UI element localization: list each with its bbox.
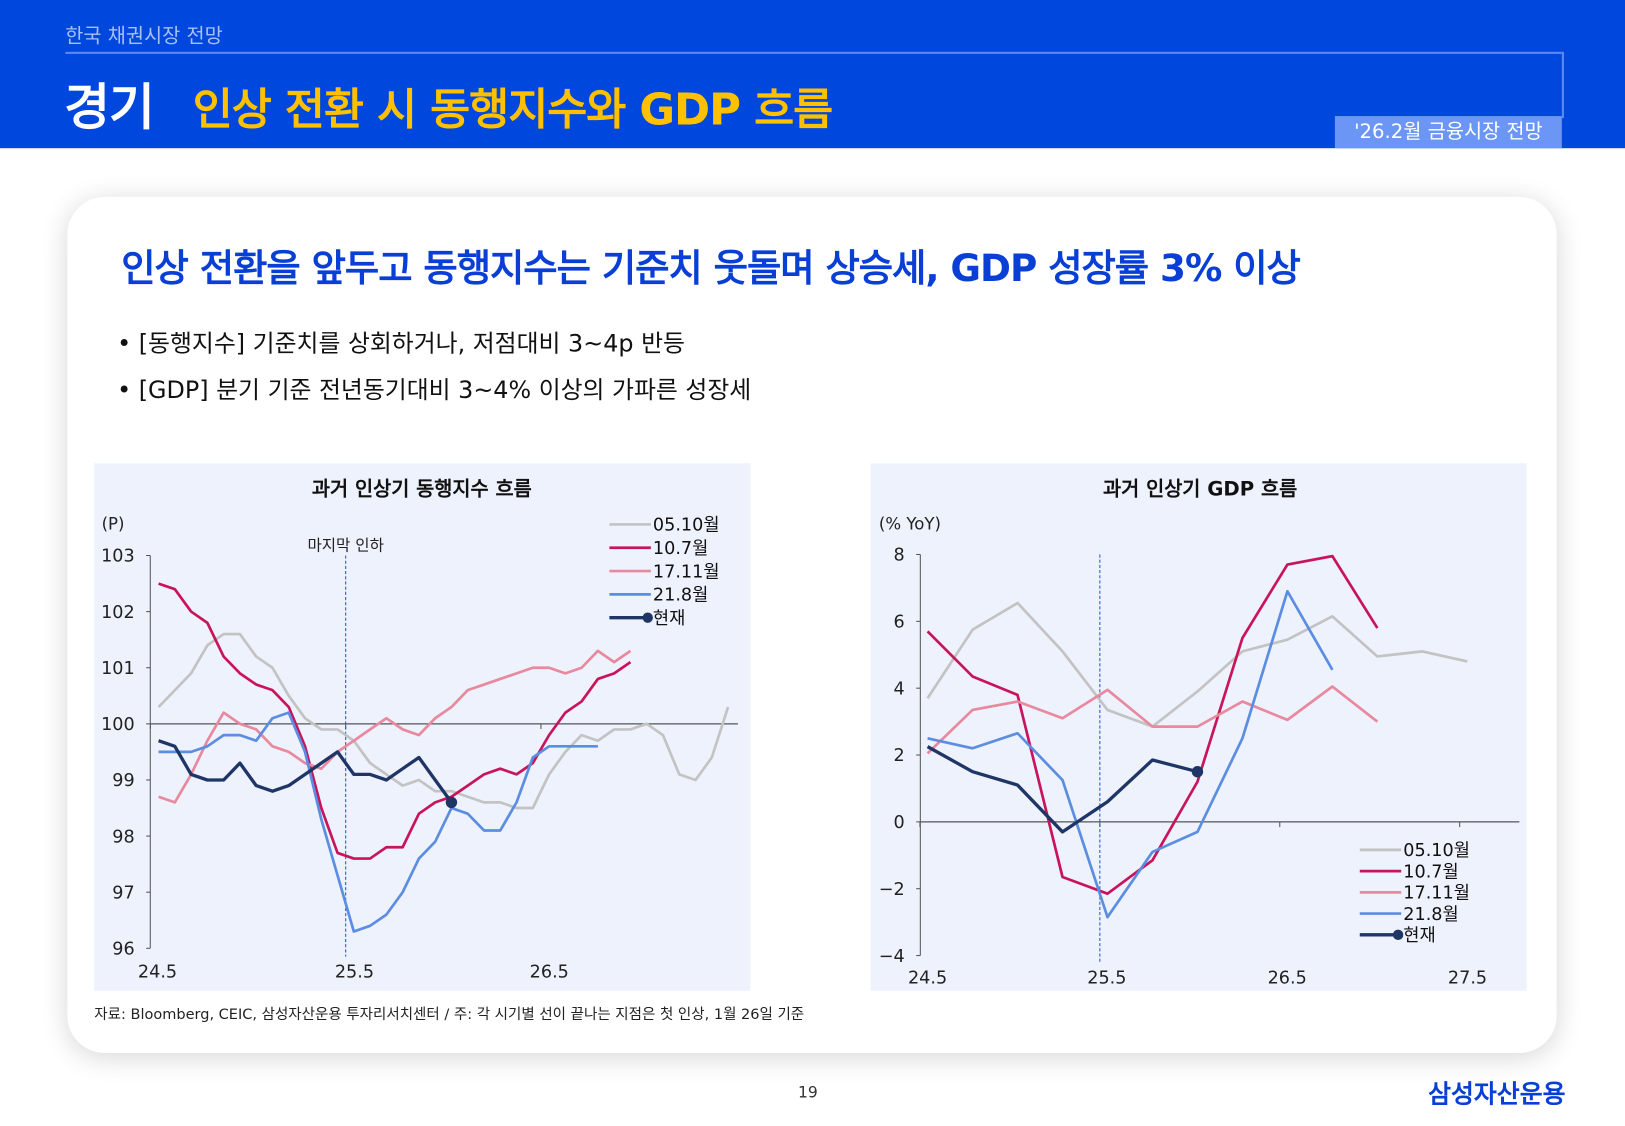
x-tick-label: 26.5 <box>1268 969 1307 989</box>
legend-label: 05.10월 <box>1403 841 1470 861</box>
y-tick-label: 99 <box>112 771 134 791</box>
chart-title: 과거 인상기 GDP 흐름 <box>1103 477 1297 500</box>
header-divider <box>65 51 1562 54</box>
y-tick-label: 96 <box>112 940 134 960</box>
series-line-21.8월 <box>927 589 1334 919</box>
y-tick-label: 98 <box>112 827 134 847</box>
chart-0: 과거 인상기 동행지수 흐름 (P) 96 97 98 99 100 101 102 103 24.… <box>101 477 738 982</box>
legend-label: 21.8월 <box>1403 905 1458 925</box>
x-tick-label: 24.5 <box>138 962 177 982</box>
y-tick-label: 103 <box>101 547 135 567</box>
legend-label: 05.10월 <box>653 516 720 536</box>
y-tick-label: 102 <box>101 603 135 623</box>
x-tick-label: 25.5 <box>335 962 374 982</box>
y-tick-label: 2 <box>894 746 905 766</box>
series-line-05.10월 <box>157 632 730 810</box>
legend-label: 17.11월 <box>1403 884 1470 904</box>
section-label: 경기 <box>64 78 155 137</box>
x-tick-label: 27.5 <box>1448 969 1487 989</box>
y-axis-unit: (% YoY) <box>879 515 941 534</box>
chart-title: 과거 인상기 동행지수 흐름 <box>312 477 532 500</box>
company-logo: 삼성자산운용 <box>1428 1079 1566 1109</box>
y-tick-label: 6 <box>894 613 905 633</box>
y-axis-unit: (P) <box>102 515 125 534</box>
series-line-현재 <box>926 745 1198 834</box>
legend-marker <box>1392 929 1404 941</box>
x-tick-label: 26.5 <box>530 962 569 982</box>
page-number: 19 <box>798 1083 818 1102</box>
legend-label: 21.8월 <box>653 586 708 606</box>
x-tick-label: 24.5 <box>908 969 947 989</box>
annotation-label: 마지막 인하 <box>307 536 383 554</box>
y-tick-label: 100 <box>101 715 135 735</box>
legend-label: 17.11월 <box>653 562 720 582</box>
y-tick-label: 4 <box>894 679 905 699</box>
y-tick-label: −4 <box>879 947 905 967</box>
bullet-item: • [GDP] 분기 기준 전년동기대비 3~4% 이상의 가파른 성장세 <box>117 377 752 405</box>
series-line-17.11월 <box>158 649 632 804</box>
series-line-05.10월 <box>926 601 1468 728</box>
series-line-현재 <box>158 739 453 804</box>
series-end-marker <box>445 796 458 809</box>
y-tick-label: −2 <box>879 880 905 900</box>
legend-label: 현재 <box>653 609 685 629</box>
report-badge: '26.2월 금융시장 전망 <box>1334 116 1562 149</box>
page-title: 인상 전환 시 동행지수와 GDP 흐름 <box>192 83 833 135</box>
series-line-17.11월 <box>926 685 1379 755</box>
y-tick-label: 101 <box>101 659 135 679</box>
series-end-marker <box>1191 766 1204 778</box>
y-tick-label: 8 <box>894 546 905 566</box>
series-line-10.7월 <box>158 582 632 860</box>
series-line-21.8월 <box>158 711 598 933</box>
legend-label: 10.7월 <box>1403 862 1458 882</box>
source-note: 자료: Bloomberg, CEIC, 삼성자산운용 투자리서치센터 / 주:… <box>94 1006 805 1023</box>
x-tick-label: 25.5 <box>1087 969 1126 989</box>
y-tick-label: 0 <box>894 813 905 833</box>
chart-1: 과거 인상기 GDP 흐름 (% YoY) −4 −2 0 2 4 6 8 24.5 25.5 26.… <box>879 477 1520 989</box>
legend-marker <box>642 612 653 623</box>
header-frame <box>1492 51 1564 119</box>
breadcrumb: 한국 채권시장 전망 <box>65 24 223 48</box>
series-line-10.7월 <box>926 554 1379 896</box>
legend-label: 현재 <box>1403 926 1435 946</box>
y-tick-label: 97 <box>112 883 134 903</box>
legend-label: 10.7월 <box>653 539 708 559</box>
headline: 인상 전환을 앞두고 동행지수는 기준치 웃돌며 상승세, GDP 성장률 3%… <box>121 247 1301 291</box>
bullet-item: • [동행지수] 기준치를 상회하거나, 저점대비 3~4p 반등 <box>117 330 685 358</box>
